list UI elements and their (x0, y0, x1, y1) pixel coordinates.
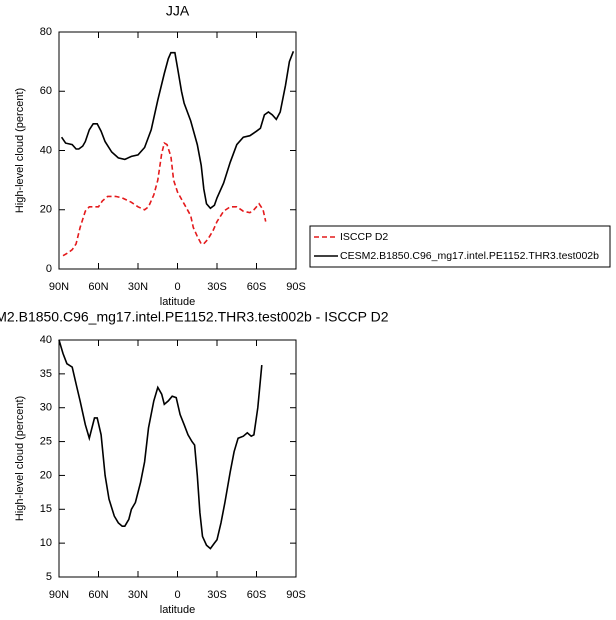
y-tick-label: 40 (40, 334, 52, 346)
y-tick-label: 20 (40, 469, 52, 481)
x-tick-label: 90N (49, 281, 69, 293)
y-tick-label: 80 (40, 26, 52, 38)
y-tick-label: 0 (46, 263, 52, 275)
x-axis-label: latitude (160, 604, 195, 616)
chart-title: CESM2.B1850.C96_mg17.intel.PE1152.THR3.t… (0, 309, 389, 325)
x-tick-label: 30S (207, 281, 227, 293)
x-tick-label: 60N (88, 281, 108, 293)
x-tick-label: 30N (128, 281, 148, 293)
legend-box (309, 225, 611, 268)
x-tick-label: 90S (286, 589, 306, 601)
x-tick-label: 90S (286, 281, 306, 293)
y-axis-label: High-level cloud (percent) (14, 396, 26, 521)
chart-title: JJA (166, 3, 190, 19)
data-line (60, 51, 295, 210)
data-line (58, 339, 263, 550)
legend-label: CESM2.B1850.C96_mg17.intel.PE1152.THR3.t… (340, 250, 599, 262)
x-tick-label: 60N (88, 589, 108, 601)
x-tick-label: 30S (207, 589, 227, 601)
y-tick-label: 40 (40, 144, 52, 156)
y-tick-label: 30 (40, 402, 52, 414)
data-line (62, 141, 267, 257)
plot-frame (58, 339, 297, 578)
y-axis-label: High-level cloud (percent) (14, 88, 26, 213)
x-tick-label: 30N (128, 589, 148, 601)
y-tick-label: 60 (40, 85, 52, 97)
plot-frame (58, 31, 297, 270)
y-tick-label: 35 (40, 368, 52, 380)
y-tick-label: 10 (40, 537, 52, 549)
x-axis-label: latitude (160, 296, 195, 308)
x-tick-label: 90N (49, 589, 69, 601)
y-tick-label: 20 (40, 204, 52, 216)
legend-label: ISCCP D2 (340, 231, 388, 243)
x-tick-label: 60S (247, 281, 267, 293)
x-tick-label: 0 (174, 589, 180, 601)
x-tick-label: 60S (247, 589, 267, 601)
x-tick-label: 0 (174, 281, 180, 293)
y-tick-label: 5 (46, 571, 52, 583)
y-tick-label: 15 (40, 503, 52, 515)
y-tick-label: 25 (40, 435, 52, 447)
